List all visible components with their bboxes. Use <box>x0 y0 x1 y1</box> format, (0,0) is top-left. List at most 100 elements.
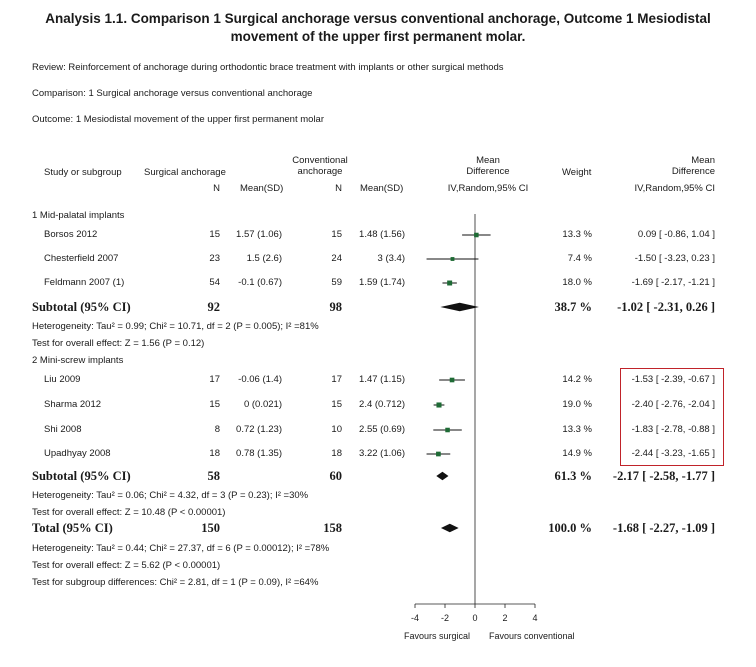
x-tick-label: -4 <box>411 613 419 623</box>
subtotal-n1: 58 <box>207 469 221 483</box>
study-name: Upadhyay 2008 <box>44 448 111 459</box>
study-msd2: 1.47 (1.15) <box>359 374 405 385</box>
study-n2: 15 <box>331 399 342 410</box>
header-md-2: Difference <box>466 166 510 177</box>
study-ci: -2.40 [ -2.76, -2.04 ] <box>631 399 715 410</box>
study-marker <box>436 451 441 457</box>
pooled-diamond <box>440 523 459 533</box>
subtotal-ci: -2.17 [ -2.58, -1.77 ] <box>612 469 715 483</box>
header-md2-3: IV,Random,95% CI <box>634 183 715 194</box>
study-ci: -2.44 [ -3.23, -1.65 ] <box>631 448 715 459</box>
study-n1: 15 <box>209 229 220 240</box>
subtotal-ci: -1.02 [ -2.31, 0.26 ] <box>617 300 715 314</box>
study-name: Sharma 2012 <box>44 399 102 410</box>
study-name: Feldmann 2007 (1) <box>44 277 125 288</box>
subtotal-n1: 92 <box>207 300 221 314</box>
study-marker <box>450 257 455 261</box>
group-label-mini-screw: 2 Mini-screw implants <box>32 355 124 366</box>
outcome-line: Outcome: 1 Mesiodistal movement of the u… <box>32 114 324 125</box>
total-ci: -1.68 [ -2.27, -1.09 ] <box>612 521 715 535</box>
header-md-1: Mean <box>476 155 500 166</box>
subtotal-weight: 61.3 % <box>554 469 593 483</box>
heterogeneity-note: Heterogeneity: Tau² = 0.99; Chi² = 10.71… <box>32 321 319 332</box>
header-msd1: Mean(SD) <box>240 183 284 194</box>
review-line: Review: Reinforcement of anchorage durin… <box>32 62 504 73</box>
study-msd2: 3 (3.4) <box>377 253 405 264</box>
study-n2: 24 <box>331 253 342 264</box>
header-md2-2: Difference <box>671 166 715 177</box>
header-weight: Weight <box>562 167 592 178</box>
comparison-line: Comparison: 1 Surgical anchorage versus … <box>32 88 313 99</box>
highlight-box <box>620 368 724 466</box>
page-title: Analysis 1.1. Comparison 1 Surgical anch… <box>20 10 736 46</box>
header-msd2: Mean(SD) <box>360 183 404 194</box>
study-n1: 18 <box>209 448 220 459</box>
header-md2-1: Mean <box>691 155 715 166</box>
subtotal-n2: 60 <box>329 469 343 483</box>
header-conventional-2: anchorage <box>297 166 343 177</box>
header-n2: N <box>335 183 342 194</box>
study-msd1: 1.5 (2.6) <box>246 253 282 264</box>
study-name: Chesterfield 2007 <box>44 253 119 264</box>
header-md-3: IV,Random,95% CI <box>447 183 529 194</box>
x-tick-label: 2 <box>502 613 507 623</box>
x-tick-label: -2 <box>441 613 449 623</box>
study-marker <box>445 427 450 433</box>
study-weight: 13.3 % <box>562 424 592 435</box>
study-marker <box>449 377 455 383</box>
title-line-1: Analysis 1.1. Comparison 1 Surgical anch… <box>45 11 711 26</box>
study-ci: -1.83 [ -2.78, -0.88 ] <box>631 424 715 435</box>
study-msd2: 1.59 (1.74) <box>359 277 405 288</box>
study-n1: 17 <box>209 374 220 385</box>
total-n1: 150 <box>201 521 220 535</box>
study-ci: -1.50 [ -3.23, 0.23 ] <box>634 253 715 264</box>
header-conventional-1: Conventional <box>292 155 348 166</box>
study-name: Borsos 2012 <box>44 229 98 240</box>
header-surgical: Surgical anchorage <box>144 167 226 178</box>
total-label: Total (95% CI) <box>32 521 113 535</box>
study-msd2: 3.22 (1.06) <box>359 448 405 459</box>
study-weight: 7.4 % <box>567 253 592 264</box>
study-msd2: 1.48 (1.56) <box>359 229 405 240</box>
pooled-diamond <box>440 302 479 312</box>
overall-effect-note: Test for overall effect: Z = 10.48 (P < … <box>32 507 226 518</box>
study-name: Liu 2009 <box>44 374 81 385</box>
subgroup-differences-note: Test for subgroup differences: Chi² = 2.… <box>32 577 319 588</box>
study-msd2: 2.4 (0.712) <box>359 399 405 410</box>
study-weight: 13.3 % <box>562 229 592 240</box>
study-marker <box>474 232 479 238</box>
study-marker <box>447 280 453 286</box>
header-n1: N <box>213 183 220 194</box>
study-n1: 54 <box>209 277 220 288</box>
favours-conventional-label: Favours conventional <box>489 631 575 641</box>
total-heterogeneity-note: Heterogeneity: Tau² = 0.44; Chi² = 27.37… <box>32 543 330 554</box>
favours-surgical-label: Favours surgical <box>404 631 471 641</box>
study-n2: 59 <box>331 277 342 288</box>
study-n2: 18 <box>331 448 342 459</box>
study-n1: 23 <box>209 253 220 264</box>
study-msd1: -0.06 (1.4) <box>238 374 282 385</box>
x-tick-label: 0 <box>472 613 477 623</box>
study-ci: -1.53 [ -2.39, -0.67 ] <box>631 374 715 385</box>
study-n1: 15 <box>209 399 220 410</box>
total-overall-effect-note: Test for overall effect: Z = 5.62 (P < 0… <box>32 560 221 571</box>
study-weight: 18.0 % <box>562 277 592 288</box>
study-weight: 14.9 % <box>562 448 592 459</box>
study-ci: -1.69 [ -2.17, -1.21 ] <box>631 277 715 288</box>
study-weight: 19.0 % <box>562 399 592 410</box>
group-label-mid-palatal: 1 Mid-palatal implants <box>32 210 125 221</box>
study-n2: 17 <box>331 374 342 385</box>
title-line-2: movement of the upper first permanent mo… <box>230 29 526 44</box>
total-n2: 158 <box>323 521 342 535</box>
subtotal-weight: 38.7 % <box>554 300 593 314</box>
study-msd1: 0.72 (1.23) <box>236 424 282 435</box>
subtotal-label: Subtotal (95% CI) <box>32 469 131 483</box>
total-weight: 100.0 % <box>548 521 592 535</box>
pooled-diamond <box>436 471 449 481</box>
header-study: Study or subgroup <box>44 167 122 178</box>
overall-effect-note: Test for overall effect: Z = 1.56 (P = 0… <box>32 338 205 349</box>
study-n2: 10 <box>331 424 342 435</box>
study-marker <box>436 402 442 408</box>
study-ci: 0.09 [ -0.86, 1.04 ] <box>637 229 715 240</box>
